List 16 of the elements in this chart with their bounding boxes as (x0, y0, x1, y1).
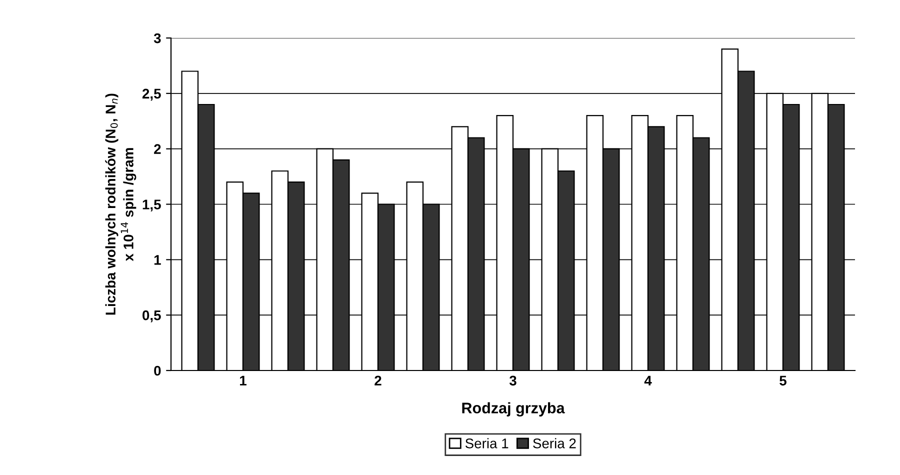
y-tick-label: 1,5 (142, 200, 161, 212)
x-tick-label: 4 (644, 376, 652, 386)
y-tick-label: 2,5 (142, 88, 161, 101)
legend-label: Seria 1 (465, 438, 508, 448)
y-tick-label: 2 (154, 144, 161, 154)
x-tick-label: 3 (509, 376, 516, 386)
text: Liczba wolnych rodników (N$_{0}$, N$_{n}$) x 10$^{14}$ spin /gram (105, 94, 136, 315)
y-tick-label: 1 (154, 255, 161, 265)
legend-label: Seria 2 (533, 438, 576, 448)
y-tick-label: 0 (154, 366, 161, 376)
x-tick-label: 1 (240, 376, 246, 386)
x-tick-label: 2 (374, 376, 382, 386)
y-tick-label: 0,5 (142, 310, 161, 322)
y-tick-label: 3 (154, 33, 161, 44)
x-axis-title: Rodzaj grzyba (462, 402, 565, 417)
x-tick-label: 5 (780, 376, 786, 386)
